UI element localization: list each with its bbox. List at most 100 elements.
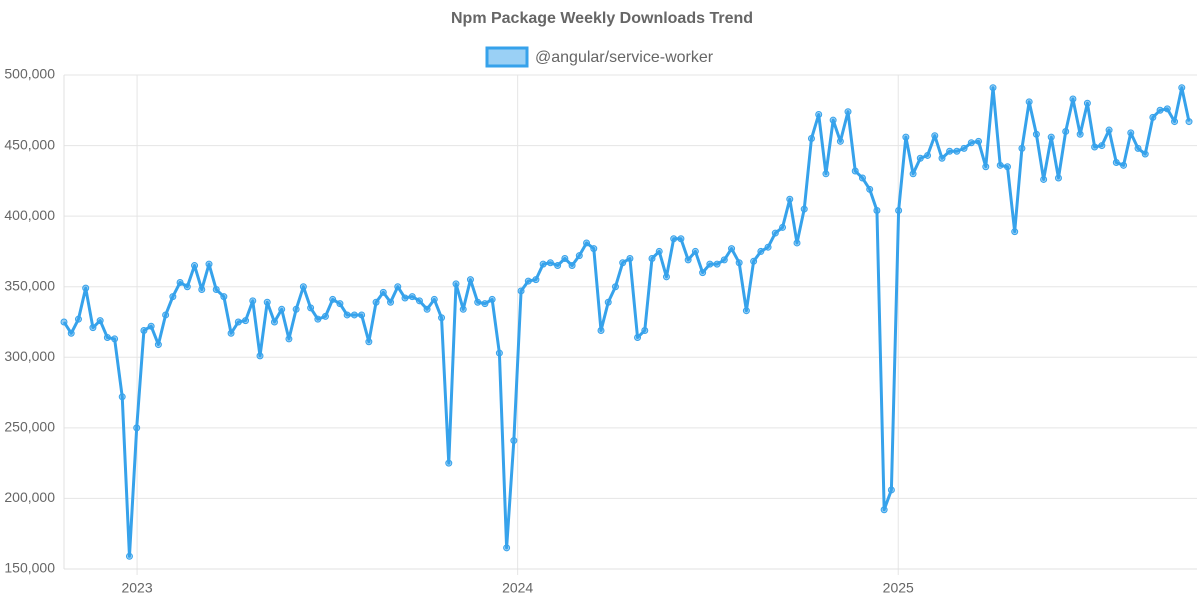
- data-point: [191, 262, 199, 270]
- data-point: [822, 170, 830, 178]
- data-point: [227, 329, 235, 337]
- data-point: [604, 298, 612, 306]
- data-point: [133, 424, 141, 432]
- data-point: [89, 324, 97, 332]
- y-tick-label: 150,000: [4, 560, 55, 576]
- data-point: [975, 137, 983, 145]
- data-point: [1091, 143, 1099, 151]
- series-line: [62, 86, 1191, 558]
- data-point: [292, 305, 300, 313]
- data-point: [488, 295, 496, 303]
- data-point: [452, 280, 460, 288]
- data-point: [466, 276, 474, 284]
- data-point: [1076, 130, 1084, 138]
- data-point: [662, 273, 670, 281]
- data-point: [162, 311, 170, 319]
- data-point: [394, 283, 402, 291]
- data-point: [619, 259, 627, 267]
- data-point: [699, 269, 707, 277]
- data-point: [815, 111, 823, 119]
- data-point: [103, 334, 111, 342]
- data-point: [220, 293, 228, 301]
- data-point: [270, 318, 278, 326]
- data-point: [996, 161, 1004, 169]
- data-point: [503, 544, 511, 552]
- data-point: [989, 84, 997, 92]
- data-point: [960, 144, 968, 152]
- data-point: [916, 154, 924, 162]
- data-point: [343, 311, 351, 319]
- data-point: [321, 312, 329, 320]
- data-point: [510, 437, 518, 445]
- y-tick-label: 400,000: [4, 207, 55, 223]
- data-point: [1003, 163, 1011, 171]
- data-point: [299, 283, 307, 291]
- data-point: [779, 223, 787, 231]
- data-point: [764, 243, 772, 251]
- data-point: [401, 294, 409, 302]
- data-point: [1163, 105, 1171, 113]
- data-point: [1171, 118, 1179, 126]
- y-tick-label: 250,000: [4, 419, 55, 435]
- legend-label: @angular/service-worker: [535, 49, 714, 66]
- data-point: [198, 286, 206, 294]
- data-point: [1141, 150, 1149, 158]
- data-point: [750, 257, 758, 265]
- data-point: [684, 256, 692, 264]
- data-point: [735, 259, 743, 267]
- data-point: [438, 314, 446, 322]
- y-tick-label: 350,000: [4, 277, 55, 293]
- data-point: [372, 298, 380, 306]
- data-point: [263, 298, 271, 306]
- data-point: [1069, 95, 1077, 103]
- data-point: [423, 305, 431, 313]
- data-point: [1156, 106, 1164, 114]
- data-point: [387, 298, 395, 306]
- data-point: [169, 293, 177, 301]
- legend-swatch: [485, 46, 529, 68]
- data-point: [365, 338, 373, 346]
- data-point: [67, 329, 75, 337]
- data-point: [234, 318, 242, 326]
- y-tick-label: 450,000: [4, 136, 55, 152]
- data-point: [858, 174, 866, 182]
- data-point: [1025, 98, 1033, 106]
- data-point: [1105, 126, 1113, 134]
- data-point: [924, 151, 932, 159]
- data-point: [118, 393, 126, 401]
- data-point: [873, 206, 881, 214]
- data-point: [742, 307, 750, 315]
- data-point: [677, 235, 685, 243]
- data-point: [1112, 159, 1120, 167]
- y-tick-label: 500,000: [4, 66, 55, 82]
- data-point: [800, 205, 808, 213]
- data-point: [583, 239, 591, 247]
- data-point: [205, 260, 213, 268]
- data-point: [285, 335, 293, 343]
- data-point: [60, 318, 68, 326]
- data-point: [524, 277, 532, 285]
- x-tick-label: 2024: [502, 580, 533, 596]
- data-point: [1011, 228, 1019, 236]
- data-point: [212, 286, 220, 294]
- data-point: [866, 185, 874, 193]
- data-point: [786, 195, 794, 203]
- x-tick-label: 2025: [883, 580, 914, 596]
- data-point: [495, 349, 503, 357]
- y-tick-label: 300,000: [4, 348, 55, 364]
- chart-title: Npm Package Weekly Downloads Trend: [451, 10, 753, 27]
- data-point: [691, 247, 699, 255]
- data-point: [554, 262, 562, 270]
- data-point: [1098, 142, 1106, 150]
- data-point: [1134, 144, 1142, 152]
- data-point: [481, 300, 489, 308]
- data-point: [597, 326, 605, 334]
- data-point: [902, 133, 910, 141]
- data-point: [278, 305, 286, 313]
- data-point: [895, 206, 903, 214]
- data-point: [953, 147, 961, 155]
- data-point: [757, 247, 765, 255]
- data-point: [249, 297, 257, 305]
- data-point: [844, 108, 852, 116]
